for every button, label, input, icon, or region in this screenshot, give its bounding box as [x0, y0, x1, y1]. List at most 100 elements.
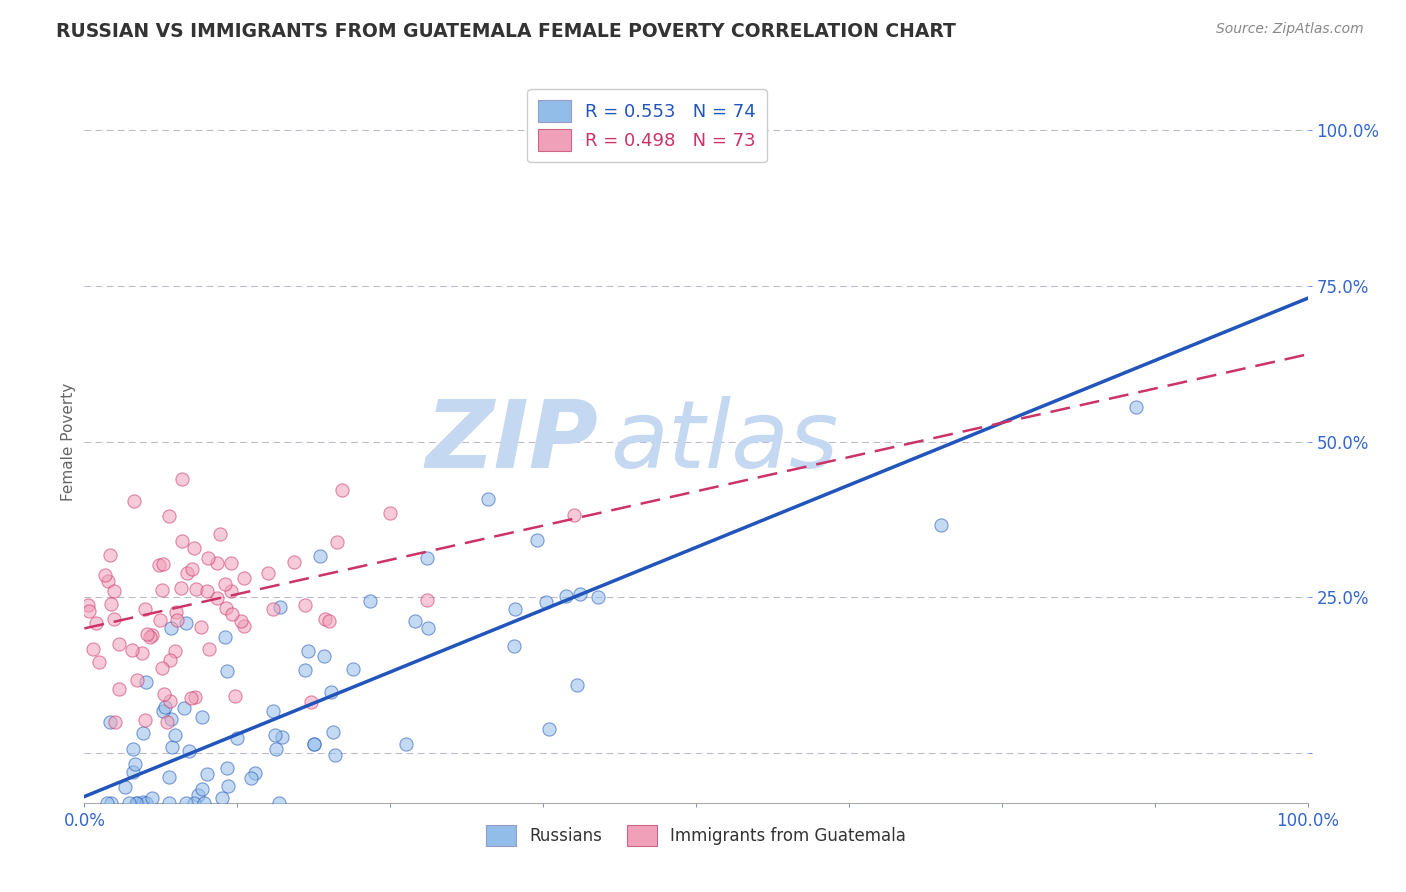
Point: [240, 771, 263, 785]
Point: [157, 770, 180, 784]
Point: [526, 533, 548, 547]
Point: [134, 602, 156, 616]
Point: [176, 796, 198, 810]
Point: [152, 558, 174, 572]
Point: [416, 551, 439, 566]
Point: [243, 765, 266, 780]
Point: [318, 614, 340, 628]
Point: [224, 689, 246, 703]
Point: [569, 587, 592, 601]
Point: [100, 597, 122, 611]
Point: [503, 601, 526, 615]
Point: [416, 621, 439, 635]
Point: [131, 646, 153, 660]
Point: [198, 641, 221, 656]
Point: [269, 600, 291, 615]
Point: [160, 621, 183, 635]
Point: [586, 590, 609, 604]
Point: [283, 556, 305, 570]
Point: [121, 643, 143, 657]
Point: [207, 591, 229, 605]
Point: [299, 695, 322, 709]
Point: [82, 642, 104, 657]
Point: [152, 705, 174, 719]
Point: [262, 705, 284, 719]
Point: [122, 494, 145, 508]
Point: [302, 737, 325, 751]
Point: [183, 796, 205, 810]
Point: [173, 700, 195, 714]
Point: [163, 644, 186, 658]
Point: [141, 628, 163, 642]
Point: [177, 744, 200, 758]
Point: [195, 583, 218, 598]
Point: [297, 644, 319, 658]
Point: [314, 649, 336, 664]
Point: [98, 549, 121, 563]
Point: [221, 607, 243, 621]
Point: [136, 627, 159, 641]
Point: [1125, 400, 1147, 414]
Point: [149, 613, 172, 627]
Point: [170, 534, 193, 549]
Point: [233, 619, 256, 633]
Point: [157, 796, 180, 810]
Point: [159, 653, 181, 667]
Point: [157, 508, 180, 523]
Point: [104, 714, 127, 729]
Point: [534, 594, 557, 608]
Point: [314, 612, 336, 626]
Point: [270, 730, 292, 744]
Point: [166, 613, 188, 627]
Point: [163, 728, 186, 742]
Point: [217, 761, 239, 775]
Point: [156, 714, 179, 729]
Point: [380, 506, 402, 520]
Point: [565, 678, 588, 692]
Point: [93, 568, 115, 582]
Point: [326, 535, 349, 549]
Point: [107, 681, 129, 696]
Point: [172, 472, 194, 486]
Point: [89, 655, 111, 669]
Point: [103, 584, 125, 599]
Point: [127, 673, 149, 687]
Text: atlas: atlas: [610, 396, 838, 487]
Point: [342, 662, 364, 676]
Point: [214, 576, 236, 591]
Point: [929, 517, 952, 532]
Point: [193, 796, 215, 810]
Point: [180, 690, 202, 705]
Point: [141, 791, 163, 805]
Point: [325, 748, 347, 763]
Point: [77, 604, 100, 618]
Point: [160, 740, 183, 755]
Point: [183, 541, 205, 555]
Point: [135, 674, 157, 689]
Point: [152, 686, 174, 700]
Point: [309, 549, 332, 564]
Point: [215, 601, 238, 615]
Point: [404, 614, 426, 628]
Point: [215, 664, 238, 678]
Point: [77, 599, 100, 613]
Point: [269, 796, 291, 810]
Point: [302, 738, 325, 752]
Point: [122, 764, 145, 779]
Point: [502, 639, 524, 653]
Point: [214, 631, 236, 645]
Point: [191, 710, 214, 724]
Text: ZIP: ZIP: [425, 395, 598, 488]
Point: [160, 712, 183, 726]
Point: [322, 725, 344, 739]
Point: [219, 583, 242, 598]
Point: [477, 492, 499, 507]
Point: [394, 737, 416, 751]
Y-axis label: Female Poverty: Female Poverty: [60, 383, 76, 500]
Point: [319, 685, 342, 699]
Point: [184, 690, 207, 705]
Point: [294, 598, 316, 612]
Point: [170, 581, 193, 595]
Point: [294, 663, 316, 677]
Point: [132, 795, 155, 809]
